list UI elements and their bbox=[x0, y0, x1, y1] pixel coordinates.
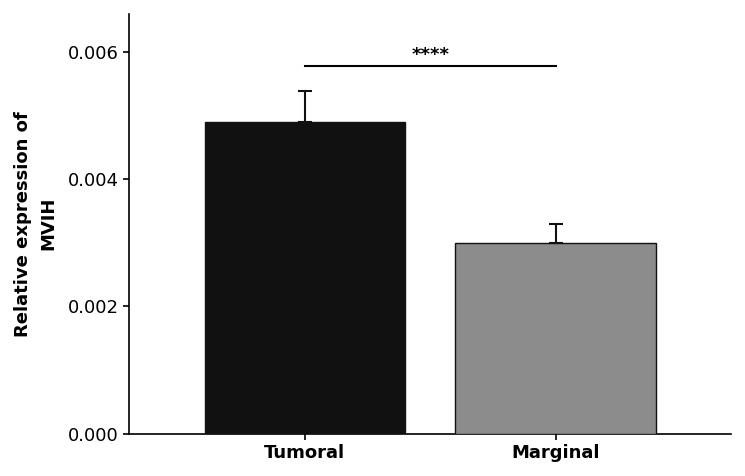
Bar bbox=[205, 122, 405, 434]
Bar bbox=[455, 243, 656, 434]
Y-axis label: Relative expression of
MVIH: Relative expression of MVIH bbox=[14, 111, 57, 337]
Text: ****: **** bbox=[411, 46, 449, 63]
